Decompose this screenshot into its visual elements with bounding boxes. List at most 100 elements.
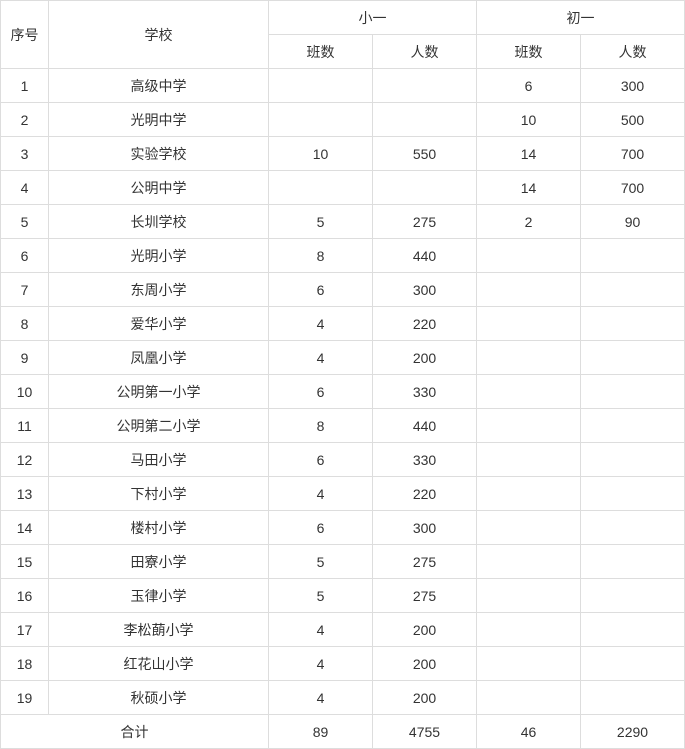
cell-primary-people: 200 [373, 341, 477, 375]
cell-primary-classes: 5 [269, 205, 373, 239]
cell-school: 下村小学 [49, 477, 269, 511]
cell-seq: 15 [1, 545, 49, 579]
cell-junior-classes [477, 511, 581, 545]
cell-junior-people [581, 239, 685, 273]
table-row: 11公明第二小学8440 [1, 409, 685, 443]
header-junior-classes: 班数 [477, 35, 581, 69]
cell-primary-classes: 5 [269, 545, 373, 579]
cell-school: 马田小学 [49, 443, 269, 477]
table-row: 16玉律小学5275 [1, 579, 685, 613]
cell-primary-classes [269, 103, 373, 137]
cell-seq: 17 [1, 613, 49, 647]
table-row: 18红花山小学4200 [1, 647, 685, 681]
cell-primary-people: 275 [373, 579, 477, 613]
cell-junior-people [581, 647, 685, 681]
cell-primary-people: 220 [373, 477, 477, 511]
cell-junior-people: 90 [581, 205, 685, 239]
table-row: 17李松蓢小学4200 [1, 613, 685, 647]
cell-junior-people: 700 [581, 137, 685, 171]
cell-primary-people: 275 [373, 545, 477, 579]
cell-school: 东周小学 [49, 273, 269, 307]
table-row: 1高级中学6300 [1, 69, 685, 103]
table-footer: 合计 89 4755 46 2290 [1, 715, 685, 749]
cell-school: 秋硕小学 [49, 681, 269, 715]
cell-primary-classes: 10 [269, 137, 373, 171]
table-row: 19秋硕小学4200 [1, 681, 685, 715]
cell-primary-classes: 6 [269, 273, 373, 307]
cell-junior-classes [477, 307, 581, 341]
cell-junior-people [581, 681, 685, 715]
cell-junior-people [581, 511, 685, 545]
cell-seq: 6 [1, 239, 49, 273]
table-row: 3实验学校1055014700 [1, 137, 685, 171]
cell-junior-people [581, 341, 685, 375]
cell-seq: 16 [1, 579, 49, 613]
table-row: 9凤凰小学4200 [1, 341, 685, 375]
cell-primary-classes [269, 69, 373, 103]
cell-primary-classes: 6 [269, 511, 373, 545]
cell-seq: 2 [1, 103, 49, 137]
header-seq: 序号 [1, 1, 49, 69]
cell-primary-people: 330 [373, 375, 477, 409]
cell-primary-classes [269, 171, 373, 205]
cell-junior-people [581, 375, 685, 409]
cell-primary-classes: 4 [269, 613, 373, 647]
table-row: 4公明中学14700 [1, 171, 685, 205]
cell-primary-people: 300 [373, 273, 477, 307]
cell-primary-classes: 4 [269, 647, 373, 681]
total-junior-people: 2290 [581, 715, 685, 749]
cell-primary-people: 200 [373, 647, 477, 681]
cell-primary-classes: 4 [269, 681, 373, 715]
enrollment-table: 序号 学校 小一 初一 班数 人数 班数 人数 1高级中学63002光明中学10… [0, 0, 685, 749]
cell-junior-classes: 14 [477, 171, 581, 205]
cell-primary-people [373, 103, 477, 137]
cell-school: 公明中学 [49, 171, 269, 205]
cell-junior-people [581, 307, 685, 341]
cell-junior-classes [477, 477, 581, 511]
cell-seq: 5 [1, 205, 49, 239]
cell-primary-people: 275 [373, 205, 477, 239]
cell-junior-classes: 6 [477, 69, 581, 103]
cell-primary-classes: 4 [269, 477, 373, 511]
cell-school: 光明中学 [49, 103, 269, 137]
cell-primary-classes: 8 [269, 239, 373, 273]
table-row: 7东周小学6300 [1, 273, 685, 307]
table-body: 1高级中学63002光明中学105003实验学校10550147004公明中学1… [1, 69, 685, 715]
cell-seq: 14 [1, 511, 49, 545]
cell-junior-classes: 10 [477, 103, 581, 137]
cell-primary-classes: 4 [269, 341, 373, 375]
cell-school: 高级中学 [49, 69, 269, 103]
header-primary-classes: 班数 [269, 35, 373, 69]
cell-school: 长圳学校 [49, 205, 269, 239]
cell-junior-people [581, 477, 685, 511]
cell-primary-people: 220 [373, 307, 477, 341]
cell-seq: 11 [1, 409, 49, 443]
cell-junior-people [581, 579, 685, 613]
cell-junior-people [581, 409, 685, 443]
cell-junior-classes [477, 545, 581, 579]
table-row: 5长圳学校5275290 [1, 205, 685, 239]
cell-junior-classes [477, 341, 581, 375]
cell-junior-classes [477, 409, 581, 443]
cell-primary-people: 330 [373, 443, 477, 477]
cell-school: 凤凰小学 [49, 341, 269, 375]
cell-junior-people: 500 [581, 103, 685, 137]
cell-seq: 19 [1, 681, 49, 715]
cell-seq: 10 [1, 375, 49, 409]
cell-primary-classes: 6 [269, 443, 373, 477]
cell-junior-classes: 14 [477, 137, 581, 171]
total-primary-classes: 89 [269, 715, 373, 749]
cell-junior-classes [477, 579, 581, 613]
cell-junior-people [581, 443, 685, 477]
cell-junior-classes [477, 613, 581, 647]
cell-seq: 7 [1, 273, 49, 307]
table-row: 6光明小学8440 [1, 239, 685, 273]
total-junior-classes: 46 [477, 715, 581, 749]
cell-school: 玉律小学 [49, 579, 269, 613]
cell-seq: 8 [1, 307, 49, 341]
cell-junior-classes [477, 443, 581, 477]
cell-seq: 9 [1, 341, 49, 375]
cell-school: 田寮小学 [49, 545, 269, 579]
cell-junior-classes [477, 273, 581, 307]
cell-junior-classes [477, 239, 581, 273]
